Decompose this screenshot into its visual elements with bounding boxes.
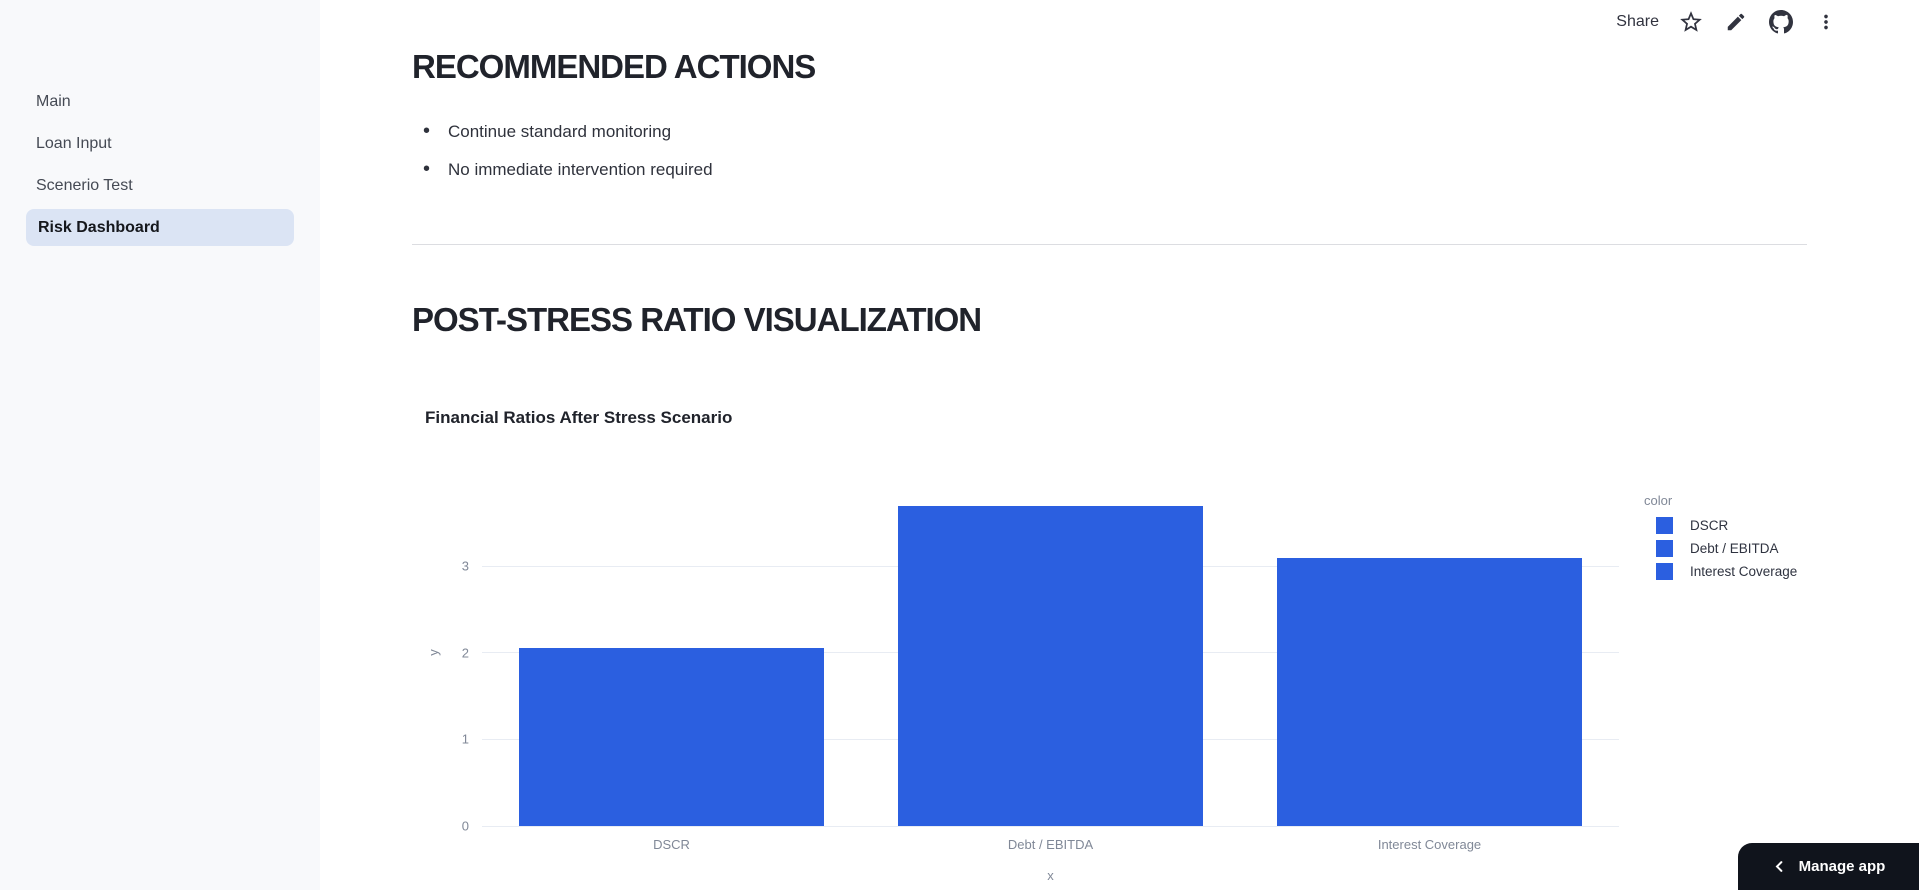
recommendations-list: Continue standard monitoring No immediat… — [412, 121, 713, 198]
legend-label: Debt / EBITDA — [1690, 541, 1779, 556]
legend-swatch-icon — [1656, 563, 1673, 580]
chart-plot-area: 0 1 2 3 DSCR Debt / EBITDA Interest Coverage — [462, 477, 1619, 852]
chart-legend: color DSCR Debt / EBITDA Interest Covera… — [1644, 493, 1797, 586]
y-tick-label: 0 — [461, 818, 469, 834]
bar-interest-coverage — [1277, 557, 1582, 826]
x-axis-title: x — [1047, 868, 1054, 883]
chevron-left-icon — [1775, 861, 1783, 872]
share-button[interactable]: Share — [1616, 13, 1659, 30]
x-tick-label: Interest Coverage — [1377, 837, 1482, 852]
sidebar: Main Loan Input Scenerio Test Risk Dashb… — [0, 0, 320, 890]
legend-title: color — [1644, 493, 1673, 508]
legend-item-interest-coverage: Interest Coverage — [1644, 563, 1797, 580]
bar-dscr — [519, 648, 824, 826]
sidebar-item-scenerio-test[interactable]: Scenerio Test — [36, 177, 133, 194]
gridline — [482, 825, 1619, 827]
manage-app-label: Manage app — [1798, 858, 1886, 875]
recommendation-item: No immediate intervention required — [412, 159, 713, 180]
y-tick-label: 2 — [461, 645, 469, 661]
y-axis-title: y — [425, 649, 441, 656]
section-divider — [412, 244, 1807, 245]
legend-swatch-icon — [1656, 517, 1673, 534]
x-tick-label: DSCR — [653, 837, 690, 852]
y-tick-label: 3 — [461, 558, 469, 574]
star-icon[interactable] — [1678, 9, 1704, 35]
x-tick-label: Debt / EBITDA — [1007, 837, 1094, 852]
legend-label: DSCR — [1690, 518, 1729, 533]
manage-app-button[interactable]: Manage app — [1738, 843, 1919, 890]
y-tick-label: 1 — [461, 731, 469, 747]
legend-item-debt-ebitda: Debt / EBITDA — [1644, 540, 1797, 557]
section-title-post-stress: POST-STRESS RATIO VISUALIZATION — [412, 301, 982, 338]
section-title-recommended-actions: RECOMMENDED ACTIONS — [412, 48, 816, 85]
github-icon[interactable] — [1768, 9, 1794, 35]
bar-debt-ebitda — [898, 505, 1203, 826]
overflow-menu-icon[interactable] — [1813, 9, 1839, 35]
app-toolbar: Share — [1616, 6, 1839, 38]
legend-swatch-icon — [1656, 540, 1673, 557]
legend-item-dscr: DSCR — [1644, 517, 1797, 534]
sidebar-item-loan-input[interactable]: Loan Input — [36, 135, 112, 152]
sidebar-item-risk-dashboard[interactable]: Risk Dashboard — [26, 209, 294, 246]
sidebar-nav: Main Loan Input Scenerio Test Risk Dashb… — [24, 81, 294, 249]
chart-title: Financial Ratios After Stress Scenario — [425, 408, 733, 427]
legend-label: Interest Coverage — [1690, 564, 1798, 579]
recommendation-item: Continue standard monitoring — [412, 121, 713, 142]
edit-icon[interactable] — [1723, 9, 1749, 35]
sidebar-item-main[interactable]: Main — [36, 93, 71, 110]
